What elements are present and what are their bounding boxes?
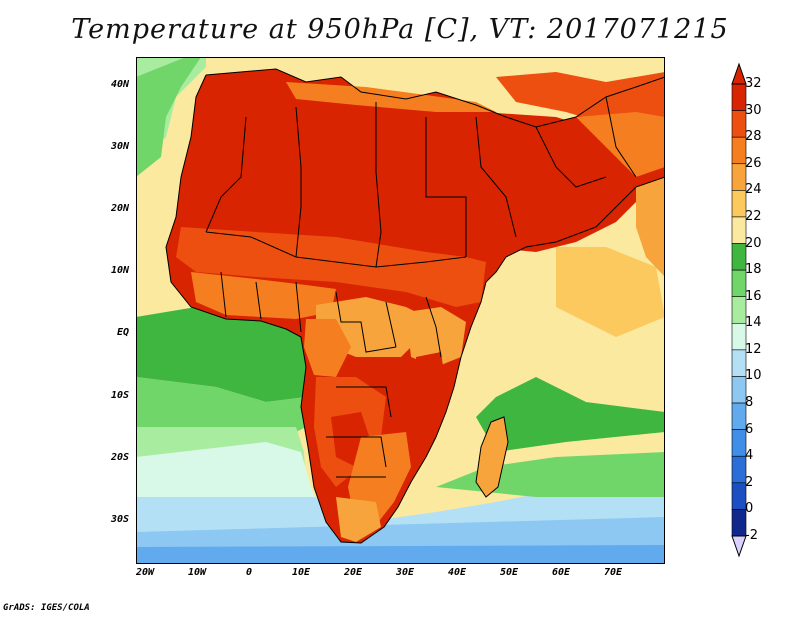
iran-plateau [576,112,665,177]
colorbar-label: 16 [745,288,762,304]
lon-tick-label: 60E [551,567,571,578]
lon-tick-label: 20E [343,567,363,578]
lat-tick-label: 20N [110,203,129,214]
colorbar-label: 0 [745,501,754,517]
colorbar-label: 26 [745,155,762,171]
colorbar-label: 12 [745,341,762,357]
india-west [636,177,665,277]
colorbar-box [731,190,747,218]
lon-tick-label: 0 [245,567,253,578]
country-borders [165,68,665,544]
colorbar-box [731,296,747,324]
colorbar-label: 6 [745,421,754,437]
colorbar-label: 4 [745,448,754,464]
lat-tick-label: 40N [110,79,129,90]
lat-tick-label: 30S [110,514,129,525]
colorbar-label: 2 [745,474,754,490]
lat-tick-label: 30N [110,141,129,152]
atlantic-green-north [136,57,201,177]
lon-tick-label: 40E [447,567,467,578]
great-lakes-hot [416,352,446,397]
colorbar-box [731,482,747,510]
lon-tick-label: 30E [395,567,415,578]
lon-tick-label: 50E [499,567,519,578]
colorbar-over-arrow [731,62,747,85]
colorbar-label: 20 [745,235,762,251]
colorbar-label: 10 [745,368,762,384]
indian-ocean-green [476,377,665,452]
colorbar-under-arrow [731,535,747,558]
map-title: Temperature at 950hPa [C], VT: 201707121… [71,14,729,45]
lon-tick-label: 20W [135,567,155,578]
east-africa-highlands [406,307,466,367]
lat-tick-label: 10S [110,390,129,401]
lon-tick-label: 70E [603,567,623,578]
colorbar-box [731,110,747,138]
west-africa-coast [191,272,336,319]
gulf-guinea-green [136,307,311,402]
colorbar-box [731,455,747,484]
congo-west [304,319,351,377]
colorbar-boxes [731,83,747,537]
colorbar-label: 18 [745,262,762,278]
credit-text: GrADS: IGES/COLA [3,603,90,613]
south-atlantic-green [136,377,306,437]
colorbar-label: 14 [745,315,762,331]
south-africa-south [336,497,381,542]
colorbar-box [731,402,747,430]
colorbar-box [731,163,747,191]
southern-colder [136,545,665,564]
colorbar-label: 30 [745,102,762,118]
lat-tick-label: 10N [110,265,129,276]
colorbar-box [731,509,747,537]
colorbar-label: 28 [745,129,762,145]
colorbar-label: 22 [745,208,762,224]
colorbar-box [731,136,747,165]
map-canvas [136,57,665,564]
sahel-band [176,227,486,307]
red-sea-warm [556,247,665,337]
colorbar-box [731,322,747,351]
colorbar-box [731,349,747,377]
colorbar-label: 8 [745,395,754,411]
colorbar-label: 24 [745,182,762,198]
colorbar-label: 32 [745,76,762,91]
lat-tick-label: EQ [116,327,129,338]
temperature-map [136,57,665,564]
lon-tick-label: 10W [187,567,207,578]
colorbar-box [731,216,747,244]
colorbar-box [731,376,747,404]
arabia-peninsula [476,112,641,252]
colorbar-label: -2 [745,528,758,543]
colorbar-box [731,243,747,271]
lat-tick-label: 20S [110,452,129,463]
lon-tick-label: 10E [291,567,311,578]
colorbar-box [731,83,747,111]
colorbar-box [731,429,747,457]
colorbar-box [731,269,747,298]
